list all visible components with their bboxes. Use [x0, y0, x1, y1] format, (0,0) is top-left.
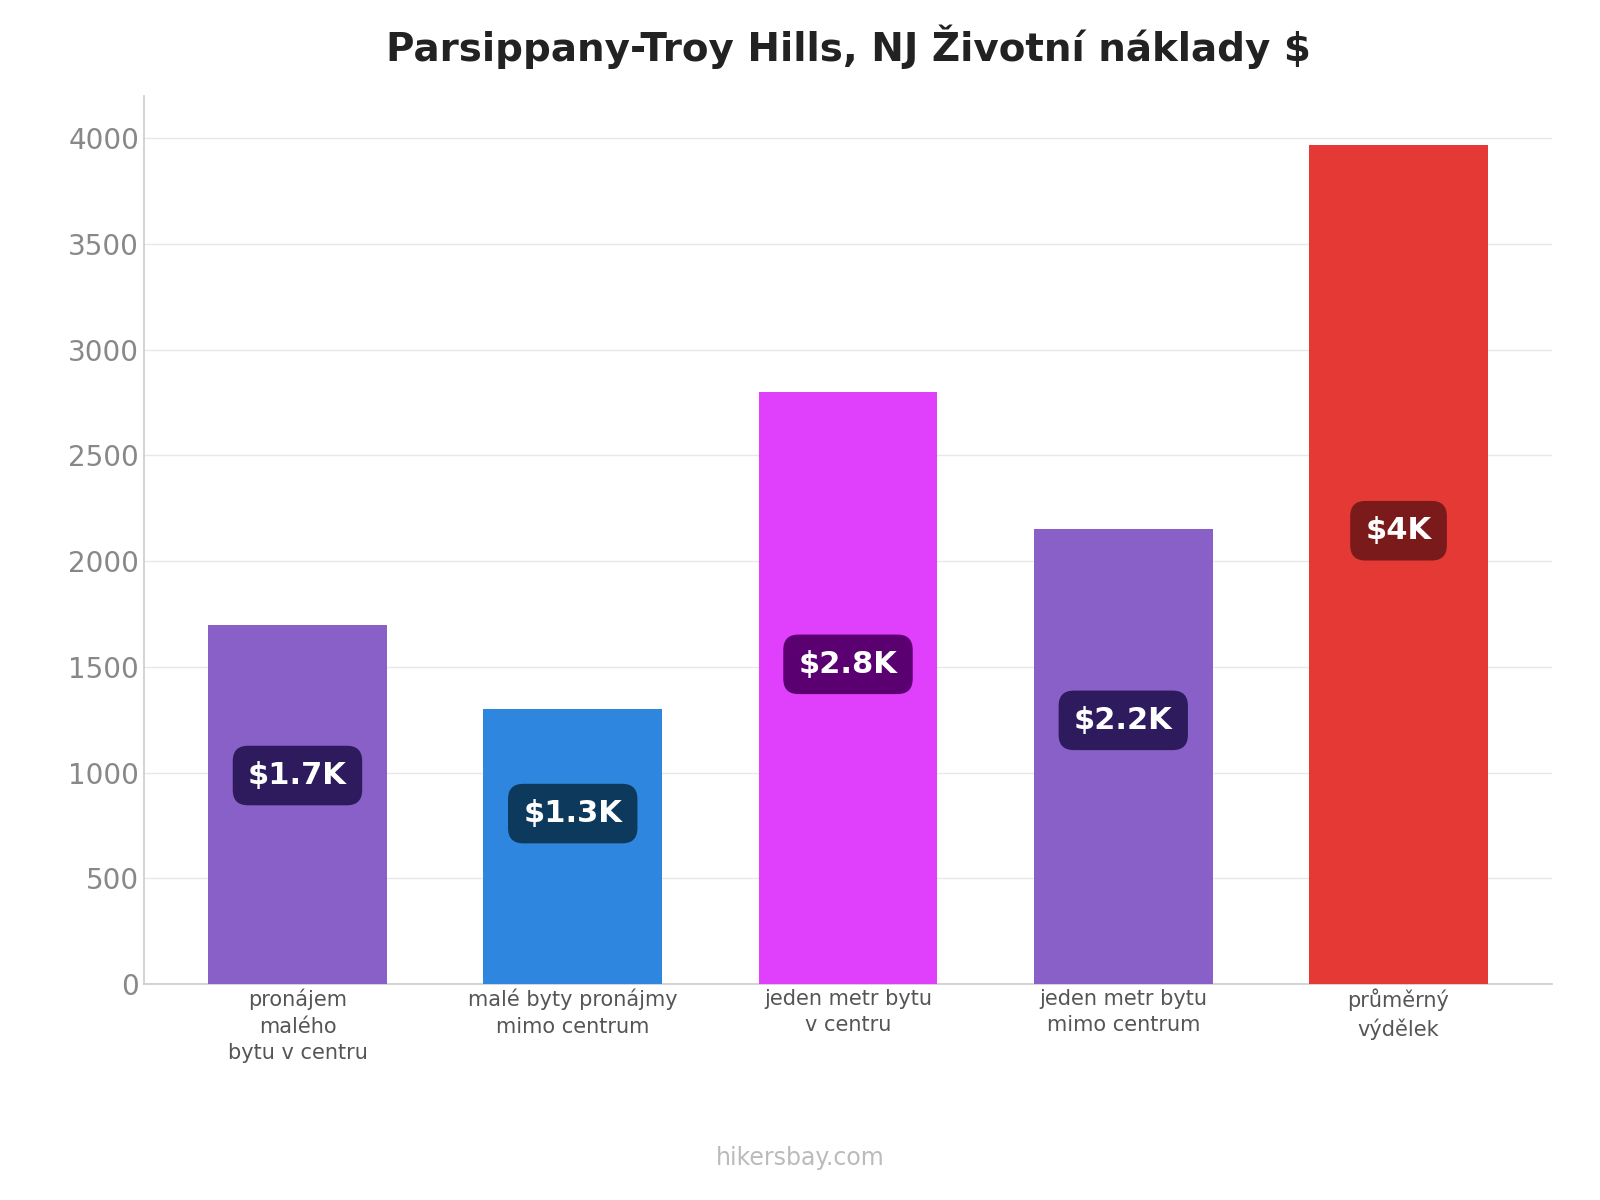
Text: $2.2K: $2.2K: [1074, 706, 1173, 734]
Text: $2.8K: $2.8K: [798, 650, 898, 679]
Bar: [758, 392, 938, 984]
Text: $1.7K: $1.7K: [248, 761, 347, 790]
Bar: [483, 709, 662, 984]
Text: hikersbay.com: hikersbay.com: [715, 1146, 885, 1170]
Title: Parsippany-Troy Hills, NJ Životní náklady $: Parsippany-Troy Hills, NJ Životní náklad…: [386, 25, 1310, 70]
Text: $4K: $4K: [1365, 516, 1432, 545]
Bar: [1034, 529, 1213, 984]
Bar: [1309, 145, 1488, 984]
Bar: [208, 624, 387, 984]
Text: $1.3K: $1.3K: [523, 799, 622, 828]
